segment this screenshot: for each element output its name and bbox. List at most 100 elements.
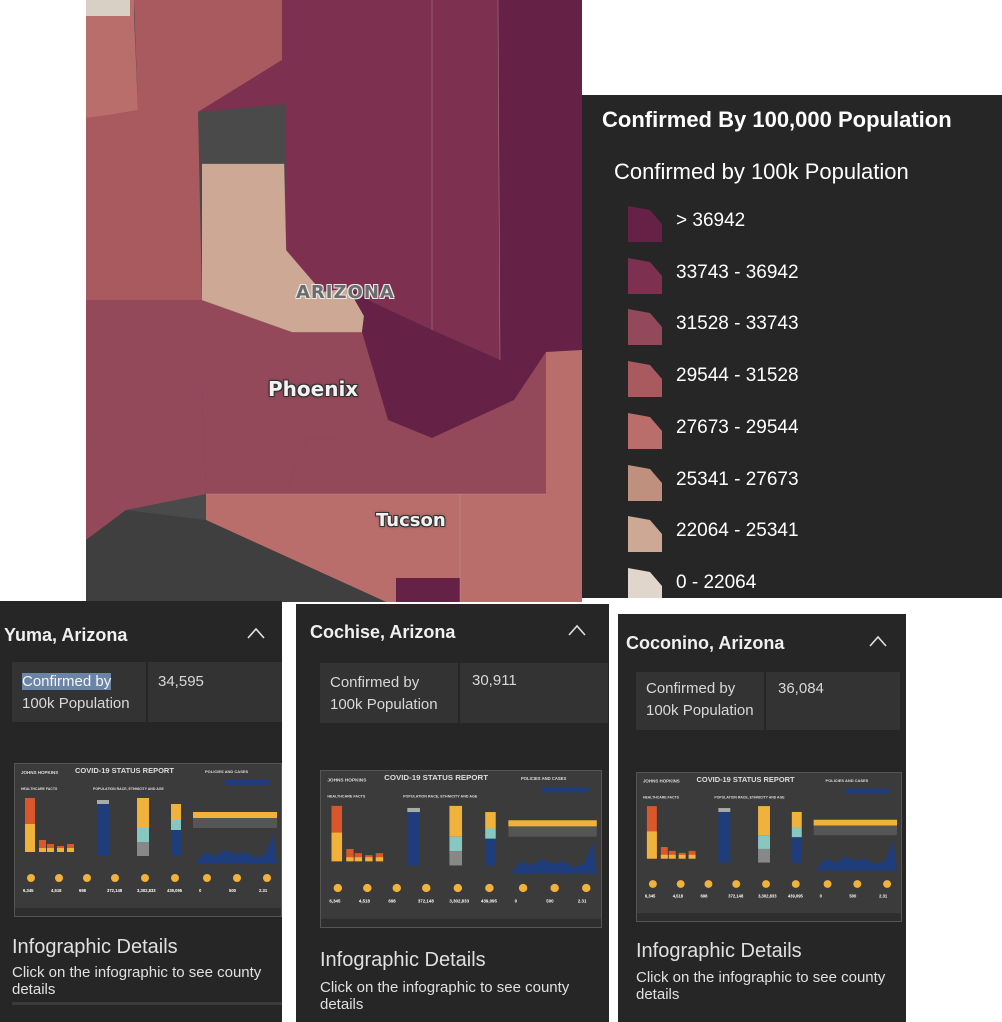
infographic-details-text: Click on the infographic to see county d…: [636, 969, 886, 1003]
svg-text:439,095: 439,095: [788, 894, 804, 899]
legend-item: 25341 - 27673: [626, 462, 986, 506]
svg-text:POLICIES AND CASES: POLICIES AND CASES: [521, 776, 567, 781]
field-value: 30,911: [472, 672, 517, 689]
county-region: [198, 0, 432, 330]
popup-title: Cochise, Arizona: [310, 622, 456, 642]
legend-item: > 36942: [626, 203, 986, 247]
infographic-thumbnail: JOHNS HOPKINS COVID-19 STATUS REPORT POLIC…: [637, 773, 901, 921]
county-region: [460, 494, 582, 602]
svg-text:POPULATION RACE, ETHNICITY AND: POPULATION RACE, ETHNICITY AND AGE: [403, 795, 478, 799]
popup-card-cochise: Cochise, Arizona Confirmed by 100k Popula…: [296, 604, 609, 1022]
infographic-thumbnail: JOHNS HOPKINS COVID-19 STATUS REPORT POLIC…: [15, 764, 281, 916]
county-region: [202, 300, 388, 494]
svg-text:6,345: 6,345: [645, 894, 656, 899]
county-region: [86, 0, 138, 118]
infographic-image[interactable]: JOHNS HOPKINS COVID-19 STATUS REPORT POLIC…: [636, 772, 902, 922]
svg-text:698: 698: [388, 898, 396, 903]
svg-text:3,302,833: 3,302,833: [758, 894, 777, 899]
chevron-up-icon[interactable]: [567, 623, 587, 637]
infographic-thumbnail: JOHNS HOPKINS COVID-19 STATUS REPORT POLIC…: [321, 771, 601, 927]
county-region: [348, 288, 514, 438]
legend-label: 0 - 22064: [676, 571, 757, 593]
infographic-details-title: Infographic Details: [12, 936, 178, 958]
field-value: 36,084: [778, 680, 824, 697]
svg-text:698: 698: [79, 888, 87, 893]
county-region: [286, 352, 546, 494]
legend-label: 33743 - 36942: [676, 261, 799, 283]
svg-text:COVID-19 STATUS REPORT: COVID-19 STATUS REPORT: [75, 766, 174, 775]
divider: [12, 1002, 282, 1005]
infographic-details-title: Infographic Details: [320, 949, 486, 971]
infographic-image[interactable]: JOHNS HOPKINS COVID-19 STATUS REPORT POLIC…: [14, 763, 282, 917]
legend-item: 31528 - 33743: [626, 306, 986, 350]
city-label-phoenix: Phoenix: [268, 377, 359, 401]
field-label: Confirmed by 100k Population: [646, 680, 754, 719]
popup-card-coconino: Coconino, Arizona Confirmed by 100k Popul…: [618, 614, 906, 1022]
legend-item: 27673 - 29544: [626, 410, 986, 454]
county-region: [498, 0, 582, 400]
svg-text:0: 0: [820, 894, 823, 899]
svg-text:COVID-19 STATUS REPORT: COVID-19 STATUS REPORT: [384, 773, 488, 782]
infographic-details-text: Click on the infographic to see county d…: [320, 979, 570, 1013]
legend-item: 33743 - 36942: [626, 255, 986, 299]
svg-text:372,148: 372,148: [418, 898, 435, 903]
svg-text:HEALTHCARE FACTS: HEALTHCARE FACTS: [21, 787, 58, 791]
legend-label: 29544 - 31528: [676, 365, 799, 387]
chevron-up-icon[interactable]: [246, 626, 266, 640]
state-label-arizona: ARIZONA: [296, 282, 395, 303]
legend-swatch: [628, 464, 662, 501]
legend-swatch: [628, 361, 662, 398]
county-region: [86, 300, 202, 440]
svg-text:JOHNS HOPKINS: JOHNS HOPKINS: [21, 770, 58, 775]
svg-text:0: 0: [515, 898, 518, 903]
legend-swatch: [628, 257, 662, 294]
svg-text:372,148: 372,148: [107, 888, 123, 893]
field-label: Confirmed by 100k Population: [330, 674, 438, 713]
svg-text:372,148: 372,148: [728, 894, 744, 899]
map-legend: Confirmed By 100,000 Population Confirme…: [582, 95, 1002, 598]
county-choropleth: [86, 0, 582, 602]
legend-title: Confirmed By 100,000 Population: [602, 107, 952, 132]
svg-text:POLICIES AND CASES: POLICIES AND CASES: [205, 769, 249, 774]
county-region: [546, 350, 582, 494]
svg-text:POPULATION RACE, ETHNICITY AND: POPULATION RACE, ETHNICITY AND AGE: [93, 787, 164, 791]
svg-text:500: 500: [229, 888, 237, 893]
svg-text:JOHNS HOPKINS: JOHNS HOPKINS: [643, 779, 680, 784]
legend-subtitle: Confirmed by 100k Population: [614, 159, 909, 184]
legend-label: > 36942: [676, 210, 746, 231]
county-region: [86, 390, 206, 540]
svg-text:2.31: 2.31: [578, 898, 587, 903]
svg-text:HEALTHCARE FACTS: HEALTHCARE FACTS: [643, 795, 680, 799]
chevron-up-icon[interactable]: [868, 634, 888, 648]
legend-label: 27673 - 29544: [676, 416, 799, 438]
county-region: [396, 578, 460, 602]
svg-text:500: 500: [849, 894, 857, 899]
infographic-image[interactable]: JOHNS HOPKINS COVID-19 STATUS REPORT POLIC…: [320, 770, 602, 928]
svg-text:3,302,833: 3,302,833: [449, 898, 469, 903]
mexico-region: [86, 510, 386, 602]
county-region: [86, 0, 282, 300]
legend-label: 22064 - 25341: [676, 520, 799, 542]
svg-text:4,518: 4,518: [673, 894, 684, 899]
svg-text:HEALTHCARE FACTS: HEALTHCARE FACTS: [327, 795, 366, 799]
map-view[interactable]: ARIZONA Phoenix Tucson: [86, 0, 582, 602]
svg-text:POPULATION RACE, ETHNICITY AND: POPULATION RACE, ETHNICITY AND AGE: [714, 795, 785, 799]
legend-swatch: [628, 309, 662, 346]
svg-text:POLICIES AND CASES: POLICIES AND CASES: [826, 778, 869, 783]
svg-text:2.31: 2.31: [879, 894, 888, 899]
county-region: [206, 494, 460, 602]
svg-text:0: 0: [199, 888, 202, 893]
legend-label: 25341 - 27673: [676, 468, 799, 490]
field-row: Confirmed by 100k Population 34,595: [12, 662, 282, 722]
popup-card-yuma: Yuma, Arizona Confirmed by 100k Populatio…: [0, 601, 282, 1022]
legend-item: 0 - 22064: [626, 565, 986, 598]
infographic-details-text: Click on the infographic to see county d…: [12, 964, 262, 998]
field-label: Confirmed by 100k Population: [22, 673, 130, 712]
legend-swatch: [628, 516, 662, 553]
infographic-details-title: Infographic Details: [636, 940, 802, 962]
svg-text:JOHNS HOPKINS: JOHNS HOPKINS: [327, 777, 366, 782]
county-region: [202, 164, 364, 332]
legend-item: 29544 - 31528: [626, 358, 986, 402]
legend-swatch: [628, 412, 662, 449]
legend-item: 22064 - 25341: [626, 513, 986, 557]
